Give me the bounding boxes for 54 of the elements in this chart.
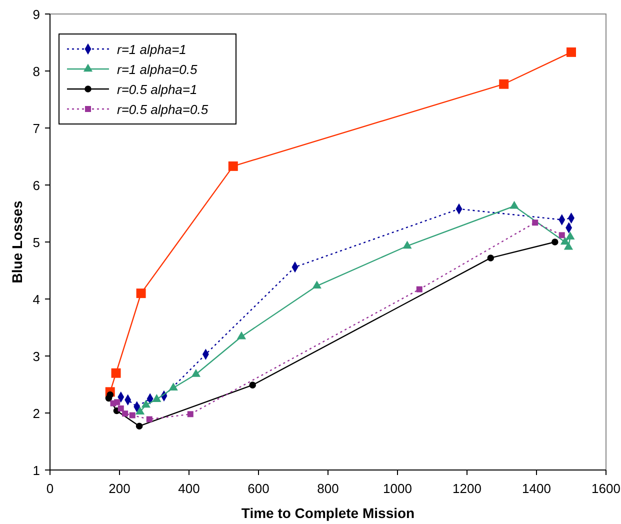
point [510,200,519,209]
point [136,422,143,430]
point [141,400,150,408]
point [558,232,565,238]
point [129,412,136,418]
x-tick-label: 1000 [383,481,412,496]
x-tick-label: 600 [248,481,270,496]
y-tick-label: 8 [32,64,40,79]
point [532,220,538,226]
point [566,47,576,57]
y-tick-label: 2 [32,406,40,421]
point [416,286,422,292]
point [136,288,146,298]
y-tick-label: 6 [32,178,40,193]
point [487,254,494,262]
point [566,232,575,240]
y-tick-label: 9 [32,7,40,22]
x-tick-label: 0 [46,481,54,496]
point [236,331,246,340]
x-tick-label: 400 [178,481,200,496]
point [111,368,121,378]
y-tick-label: 5 [32,235,40,250]
point [122,410,128,417]
y-axis-title: Blue Losses [9,200,25,284]
point [135,406,145,414]
point [114,399,120,406]
legend-label: r=0.5 alpha=1 [117,82,198,97]
point [564,242,574,250]
point [105,394,112,402]
point [552,238,558,246]
point [152,394,162,402]
point [146,416,152,422]
point [118,405,124,412]
x-axis-title: Time to Complete Mission [241,505,415,521]
point [191,368,201,377]
point [402,240,412,249]
point [249,382,256,388]
x-tick-label: 1200 [452,481,482,496]
x-tick-label: 1600 [592,481,620,496]
x-tick-label: 1400 [522,481,551,496]
point [312,280,322,289]
x-tick-label: 200 [108,481,130,496]
point [168,382,178,391]
y-tick-label: 3 [32,349,40,364]
legend-label: r=0.5 alpha=0.5 [117,102,209,117]
point [187,411,194,418]
y-tick-label: 1 [32,463,40,478]
legend-label: r=1 alpha=0.5 [117,62,198,77]
x-tick-label: 800 [317,481,339,496]
y-tick-label: 7 [32,121,40,136]
y-tick-label: 4 [32,292,40,307]
legend-label: r=1 alpha=1 [117,42,186,57]
point [228,161,238,171]
point [499,79,509,89]
